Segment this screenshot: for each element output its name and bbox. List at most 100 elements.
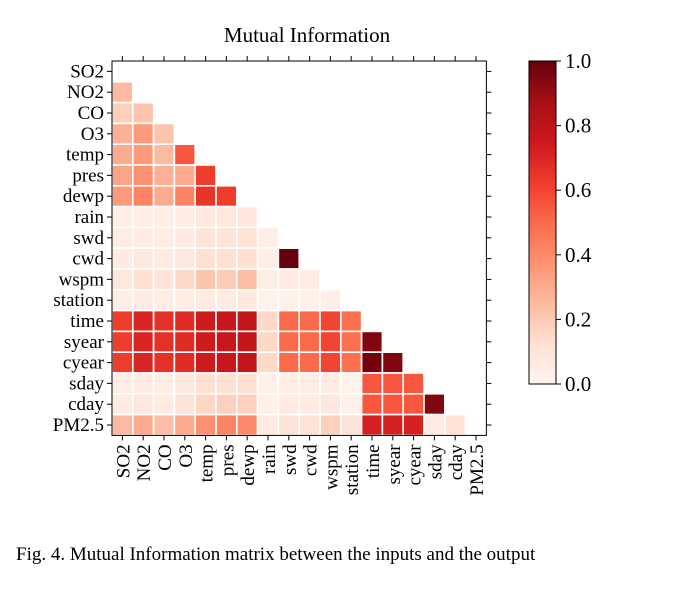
heatmap-cell-station-dewp — [236, 288, 259, 312]
heatmap-cell-sday-time — [360, 372, 384, 395]
heatmap-cell-cday-O3 — [173, 392, 196, 416]
heatmap-cell-time-pres — [215, 309, 238, 333]
heatmap-cell-cday-dewp — [236, 392, 259, 416]
x-label-cyear: cyear — [405, 444, 426, 486]
heatmap-cell-syear-swd — [277, 330, 300, 353]
heatmap-cell-dewp-CO — [152, 185, 176, 208]
x-label-CO: CO — [155, 444, 176, 470]
x-label-time: time — [363, 444, 384, 478]
heatmap-cell-syear-SO2 — [111, 330, 134, 353]
heatmap-cell-pres-temp — [194, 164, 217, 187]
heatmap-cell-cday-pres — [215, 392, 238, 416]
x-label-wspm: wspm — [321, 444, 342, 490]
y-label-cwd: cwd — [72, 249, 104, 270]
heatmap-cell-cday-rain — [256, 392, 280, 416]
heatmap-cell-wspm-CO — [152, 268, 176, 291]
heatmap-cell-station-NO2 — [132, 288, 155, 312]
x-label-NO2: NO2 — [134, 444, 155, 481]
heatmap-cell-syear-wspm — [319, 330, 342, 353]
heatmap-cell-swd-dewp — [236, 226, 259, 249]
heatmap-cell-cyear-temp — [194, 351, 217, 374]
heatmap-cell-swd-NO2 — [132, 226, 155, 249]
heatmap-cell-wspm-dewp — [236, 268, 259, 291]
heatmap-cell-sday-syear — [381, 372, 404, 395]
heatmap-cell-sday-rain — [256, 372, 280, 395]
heatmap-cell-cyear-syear — [381, 351, 404, 374]
heatmap-cell-cday-sday — [423, 392, 446, 416]
heatmap-cell-wspm-temp — [194, 268, 217, 291]
heatmap-cell-cday-temp — [194, 392, 217, 416]
heatmap-cell-PM2.5-CO — [152, 413, 176, 437]
heatmap-cell-O3-SO2 — [111, 122, 134, 146]
heatmap-cell-cyear-O3 — [173, 351, 196, 374]
heatmap-cell-rain-dewp — [236, 205, 259, 229]
colorbar-tick-label: 0.2 — [565, 307, 591, 331]
x-label-SO2: SO2 — [113, 444, 134, 478]
heatmap-cell-cyear-NO2 — [132, 351, 155, 374]
heatmap-cell-cwd-swd — [277, 247, 300, 270]
heatmap-cell-wspm-SO2 — [111, 268, 134, 291]
heatmap-cell-time-rain — [256, 309, 280, 333]
heatmap-cell-sday-swd — [277, 372, 300, 395]
y-label-pres: pres — [72, 165, 104, 186]
y-label-temp: temp — [66, 145, 104, 166]
heatmap-cell-PM2.5-cwd — [298, 413, 321, 437]
heatmap-cell-cyear-pres — [215, 351, 238, 374]
heatmap-cell-cday-SO2 — [111, 392, 134, 416]
colorbar-tick-label: 0.4 — [565, 243, 592, 267]
heatmap-cell-PM2.5-SO2 — [111, 413, 134, 437]
heatmap-cell-CO-NO2 — [132, 101, 155, 125]
heatmap-cell-PM2.5-time — [360, 413, 384, 437]
heatmap-cell-wspm-swd — [277, 268, 300, 291]
plot-frame — [111, 60, 487, 436]
heatmap-cell-dewp-pres — [215, 185, 238, 208]
heatmap-cell-cyear-rain — [256, 351, 280, 374]
heatmap-cell-sday-dewp — [236, 372, 259, 395]
x-label-cday: cday — [446, 444, 467, 480]
heatmap-cell-dewp-SO2 — [111, 185, 134, 208]
heatmap-cell-cwd-SO2 — [111, 247, 134, 270]
x-label-swd: swd — [280, 444, 301, 475]
heatmap-cell-swd-rain — [256, 226, 280, 249]
heatmap-cell-PM2.5-wspm — [319, 413, 342, 437]
heatmap-cell-wspm-NO2 — [132, 268, 155, 291]
heatmap-cell-station-O3 — [173, 288, 196, 312]
heatmap-cell-cday-time — [360, 392, 384, 416]
y-label-syear: syear — [64, 332, 105, 353]
heatmap-cell-cwd-rain — [256, 247, 280, 270]
colorbar-tick-label: 0.8 — [565, 114, 591, 138]
heatmap-cell-sday-cyear — [402, 372, 425, 395]
heatmap-cell-cday-cwd — [298, 392, 321, 416]
heatmap-cell-cday-wspm — [319, 392, 342, 416]
heatmap-cell-wspm-rain — [256, 268, 280, 291]
y-label-CO: CO — [78, 103, 104, 124]
heatmap-cell-dewp-temp — [194, 185, 217, 208]
heatmap-cell-sday-station — [339, 372, 363, 395]
heatmap-cell-wspm-O3 — [173, 268, 196, 291]
chart-title: Mutual Information — [224, 23, 391, 47]
heatmap-cell-PM2.5-swd — [277, 413, 300, 437]
x-label-sday: sday — [425, 444, 446, 479]
heatmap-cell-CO-SO2 — [111, 101, 134, 125]
colorbar-tick-label: 0.0 — [565, 372, 591, 396]
heatmap-cell-syear-pres — [215, 330, 238, 353]
y-tick-labels: SO2NO2COO3temppresdewprainswdcwdwspmstat… — [53, 61, 105, 436]
y-label-O3: O3 — [81, 124, 104, 145]
heatmap-cell-time-swd — [277, 309, 300, 333]
heatmap-cells — [111, 81, 467, 437]
heatmap-cell-syear-NO2 — [132, 330, 155, 353]
heatmap-cell-wspm-pres — [215, 268, 238, 291]
heatmap-cell-temp-SO2 — [111, 143, 134, 166]
colorbar-tick-label: 1.0 — [565, 49, 591, 73]
heatmap-cell-sday-SO2 — [111, 372, 134, 395]
heatmap-cell-sday-temp — [194, 372, 217, 395]
heatmap-cell-cday-CO — [152, 392, 176, 416]
heatmap-cell-swd-temp — [194, 226, 217, 249]
x-label-syear: syear — [384, 444, 405, 485]
x-label-temp: temp — [197, 444, 218, 482]
heatmap-cell-station-CO — [152, 288, 176, 312]
heatmap-cell-PM2.5-dewp — [236, 413, 259, 437]
heatmap-cell-syear-cwd — [298, 330, 321, 353]
heatmap-cell-cday-syear — [381, 392, 404, 416]
heatmap-cell-sday-CO — [152, 372, 176, 395]
